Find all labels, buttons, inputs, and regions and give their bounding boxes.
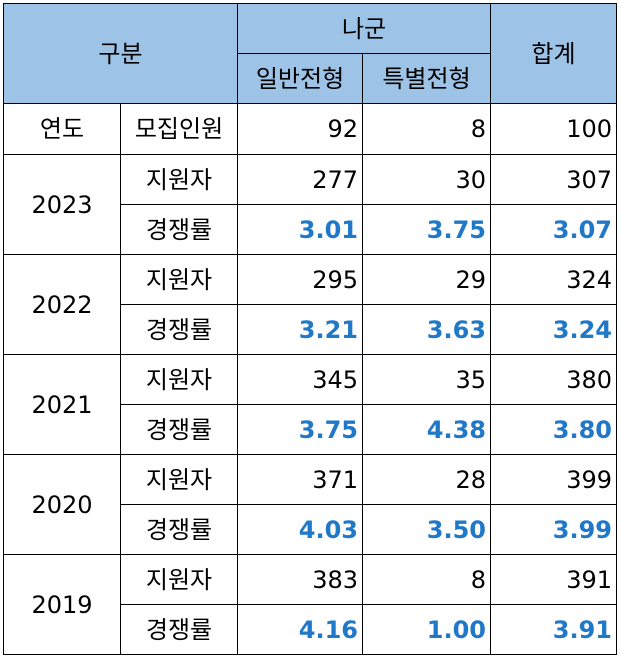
rate-total: 3.07 <box>490 204 617 255</box>
rate-total: 3.91 <box>490 604 617 655</box>
table-row: 2019 지원자 383 8 391 <box>3 554 617 655</box>
applicants-total: 399 <box>490 454 617 505</box>
year-cell: 2021 <box>3 354 121 455</box>
rate-general: 3.01 <box>237 204 363 255</box>
table-body: 구분 나군 합계 일반전형 특별전형 연도 모집인원 92 8 100 2023… <box>3 3 617 655</box>
competition-table: 구분 나군 합계 일반전형 특별전형 연도 모집인원 92 8 100 2023… <box>3 3 617 655</box>
header-total: 합계 <box>490 3 617 104</box>
table-row: 2023 지원자 277 30 307 <box>3 154 617 255</box>
rate-total: 3.99 <box>490 504 617 555</box>
applicants-general: 345 <box>237 354 363 405</box>
year-column-label: 연도 <box>3 103 121 155</box>
rate-total: 3.24 <box>490 304 617 355</box>
applicants-general: 371 <box>237 454 363 505</box>
rate-label: 경쟁률 <box>120 304 238 355</box>
year-cell: 2019 <box>3 554 121 655</box>
rate-label: 경쟁률 <box>120 604 238 655</box>
applicants-special: 35 <box>362 354 491 405</box>
applicants-total: 324 <box>490 254 617 305</box>
applicants-general: 277 <box>237 154 363 205</box>
quota-general: 92 <box>237 103 363 155</box>
rate-special: 4.38 <box>362 404 491 455</box>
rate-total: 3.80 <box>490 404 617 455</box>
header-row-2: 일반전형 특별전형 <box>4 53 617 104</box>
rate-special: 3.63 <box>362 304 491 355</box>
table-row: 경쟁률 4.03 3.50 3.99 <box>4 504 617 555</box>
header-general: 일반전형 <box>237 53 363 104</box>
applicants-total: 307 <box>490 154 617 205</box>
table-row: 2020 지원자 371 28 399 <box>3 454 617 555</box>
year-cell: 2022 <box>3 254 121 355</box>
applicants-label: 지원자 <box>120 354 238 405</box>
rate-general: 3.75 <box>237 404 363 455</box>
rate-special: 3.75 <box>362 204 491 255</box>
rate-general: 3.21 <box>237 304 363 355</box>
table-row: 2022 지원자 295 29 324 <box>3 254 617 355</box>
quota-total: 100 <box>490 103 617 155</box>
applicants-label: 지원자 <box>120 254 238 305</box>
rate-special: 1.00 <box>362 604 491 655</box>
year-cell: 2020 <box>3 454 121 555</box>
applicants-label: 지원자 <box>120 154 238 205</box>
header-category: 구분 <box>3 3 238 104</box>
applicants-total: 391 <box>490 554 617 605</box>
applicants-label: 지원자 <box>120 554 238 605</box>
header-group: 나군 <box>237 3 491 54</box>
rate-general: 4.16 <box>237 604 363 655</box>
header-special: 특별전형 <box>362 53 491 104</box>
applicants-total: 380 <box>490 354 617 405</box>
applicants-general: 295 <box>237 254 363 305</box>
quota-special: 8 <box>362 103 491 155</box>
table-row: 경쟁률 3.01 3.75 3.07 <box>4 204 617 255</box>
header-row-1: 구분 나군 합계 <box>3 3 617 104</box>
quota-label: 모집인원 <box>120 103 238 155</box>
rate-label: 경쟁률 <box>120 404 238 455</box>
rate-general: 4.03 <box>237 504 363 555</box>
year-cell: 2023 <box>3 154 121 255</box>
rate-label: 경쟁률 <box>120 204 238 255</box>
rate-label: 경쟁률 <box>120 504 238 555</box>
applicants-general: 383 <box>237 554 363 605</box>
quota-row: 연도 모집인원 92 8 100 <box>3 103 617 155</box>
applicants-special: 28 <box>362 454 491 505</box>
rate-special: 3.50 <box>362 504 491 555</box>
applicants-special: 30 <box>362 154 491 205</box>
applicants-label: 지원자 <box>120 454 238 505</box>
applicants-special: 8 <box>362 554 491 605</box>
table-row: 경쟁률 3.21 3.63 3.24 <box>4 304 617 355</box>
table-row: 경쟁률 4.16 1.00 3.91 <box>4 604 617 655</box>
table-row: 2021 지원자 345 35 380 <box>3 354 617 455</box>
applicants-special: 29 <box>362 254 491 305</box>
